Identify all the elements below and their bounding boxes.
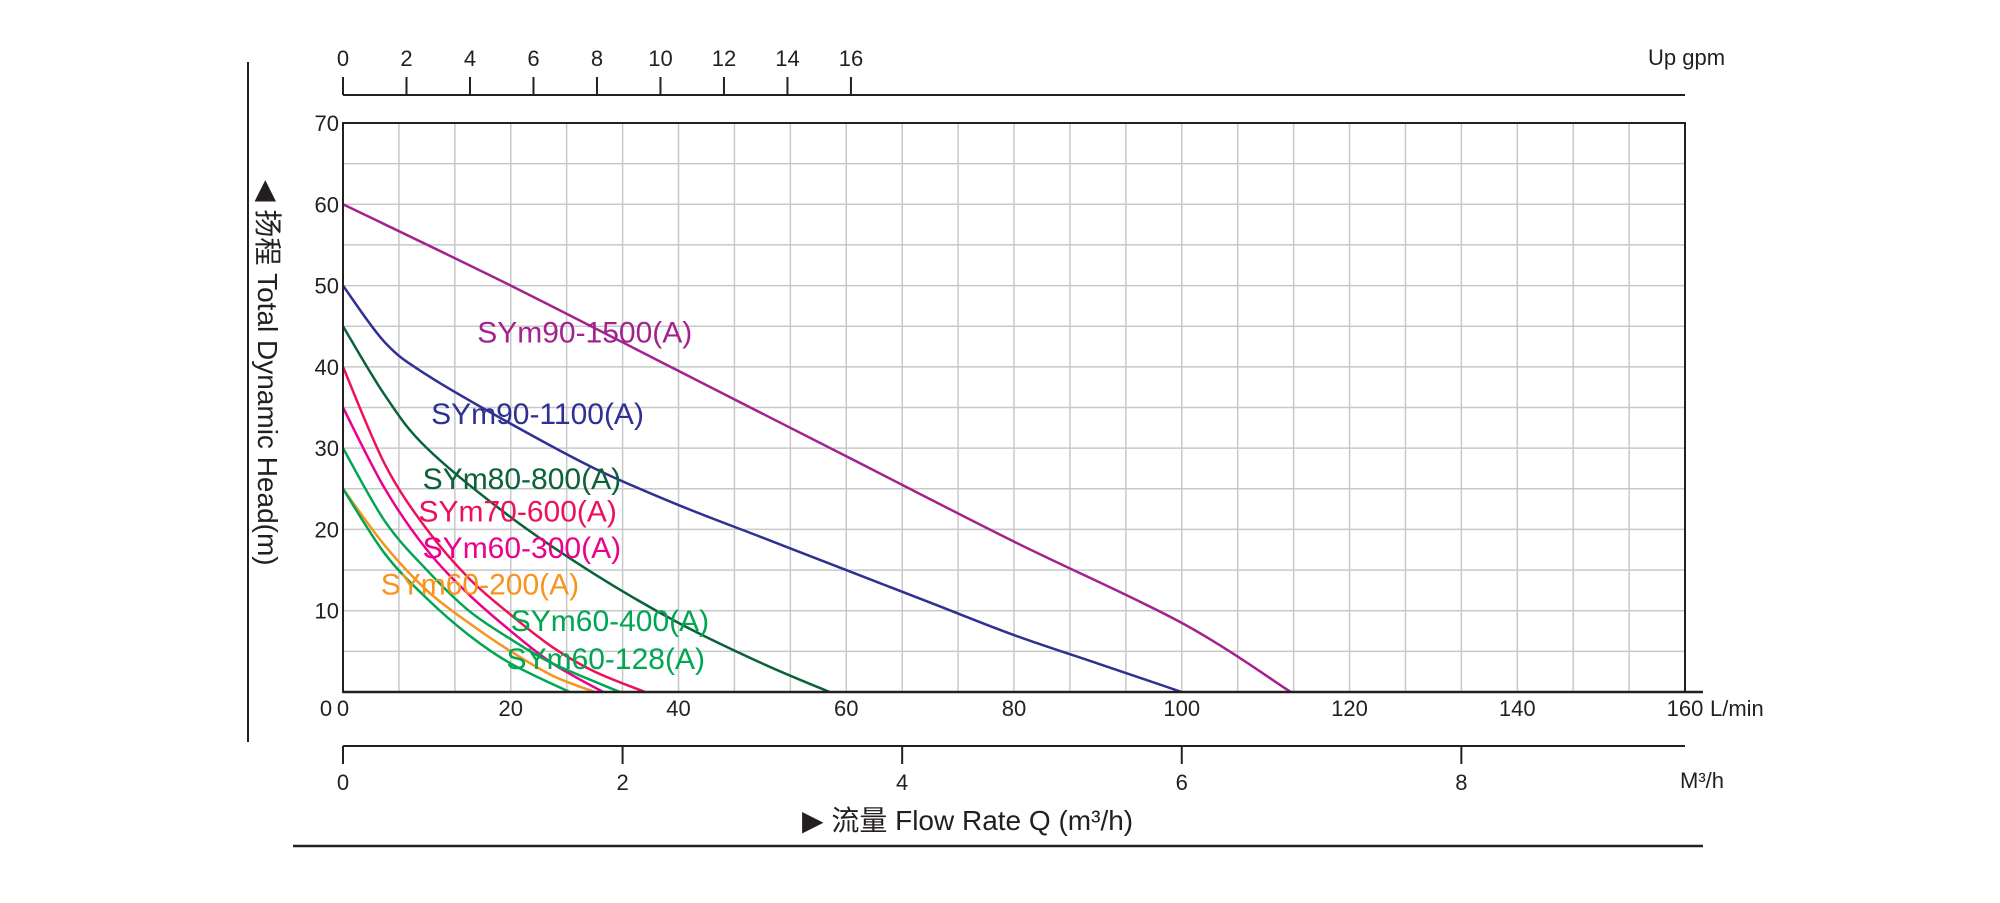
- top-axis-tick-label: 16: [839, 46, 863, 71]
- bottom-axis-tick-label: 6: [1176, 770, 1188, 795]
- y-tick-label: 70: [315, 111, 339, 136]
- x-tick-label: 120: [1331, 696, 1368, 721]
- series-line-5: [341, 488, 596, 694]
- series-label-4: SYm60-300(A): [423, 532, 621, 565]
- series-line-2: [341, 325, 830, 694]
- y-axis-title: ◀ 扬程 Total Dynamic Head(m): [252, 180, 283, 566]
- x-tick-label: 40: [666, 696, 690, 721]
- series-line-1: [341, 284, 1183, 694]
- series-label-5: SYm60-200(A): [381, 568, 579, 601]
- x-axis-title: ▶ 流量 Flow Rate Q (m³/h): [802, 805, 1133, 836]
- bottom-axis-tick-label: 8: [1455, 770, 1467, 795]
- bottom-axis-tick-label: 0: [337, 770, 349, 795]
- top-axis-tick-label: 4: [464, 46, 476, 71]
- x-tick-label: 60: [834, 696, 858, 721]
- y-tick-label: 30: [315, 436, 339, 461]
- series-label-0: SYm90-1500(A): [477, 316, 692, 349]
- x-tick-label: 140: [1499, 696, 1536, 721]
- top-axis-tick-label: 14: [775, 46, 799, 71]
- y-tick-label-zero: 0: [320, 696, 332, 721]
- grid: [343, 123, 1685, 692]
- bottom-axis-unit: M³/h: [1680, 768, 1724, 793]
- series-line-6: [341, 447, 621, 694]
- series-line-7: [341, 488, 571, 694]
- series-line-0: [342, 203, 1292, 694]
- y-tick-label: 40: [315, 355, 339, 380]
- top-axis-unit: Up gpm: [1648, 45, 1725, 70]
- bottom-axis-tick-label: 2: [616, 770, 628, 795]
- top-axis-tick-label: 2: [400, 46, 412, 71]
- y-tick-label: 50: [315, 274, 339, 299]
- series-label-7: SYm60-128(A): [507, 643, 705, 676]
- x-axis-unit: L/min: [1710, 696, 1764, 721]
- series-label-6: SYm60-400(A): [511, 605, 709, 638]
- series-line-3: [341, 366, 646, 694]
- top-axis-tick-label: 6: [527, 46, 539, 71]
- y-tick-label: 20: [315, 517, 339, 542]
- x-tick-label: 20: [499, 696, 523, 721]
- x-tick-label: 80: [1002, 696, 1026, 721]
- series-labels: SYm90-1500(A)SYm90-1100(A)SYm80-800(A)SY…: [381, 316, 709, 676]
- series-label-2: SYm80-800(A): [423, 463, 621, 496]
- top-axis-tick-label: 10: [648, 46, 672, 71]
- top-axis-tick-label: 12: [712, 46, 736, 71]
- x-tick-label: 160: [1667, 696, 1704, 721]
- y-tick-label: 10: [315, 599, 339, 624]
- series-label-3: SYm70-600(A): [418, 495, 616, 528]
- series-label-1: SYm90-1100(A): [431, 398, 644, 431]
- top-axis-tick-label: 8: [591, 46, 603, 71]
- bottom-axis-tick-label: 4: [896, 770, 908, 795]
- y-tick-label: 60: [315, 192, 339, 217]
- x-tick-label: 0: [337, 696, 349, 721]
- top-axis-tick-label: 0: [337, 46, 349, 71]
- series-lines: [341, 203, 1292, 694]
- x-tick-label: 100: [1163, 696, 1200, 721]
